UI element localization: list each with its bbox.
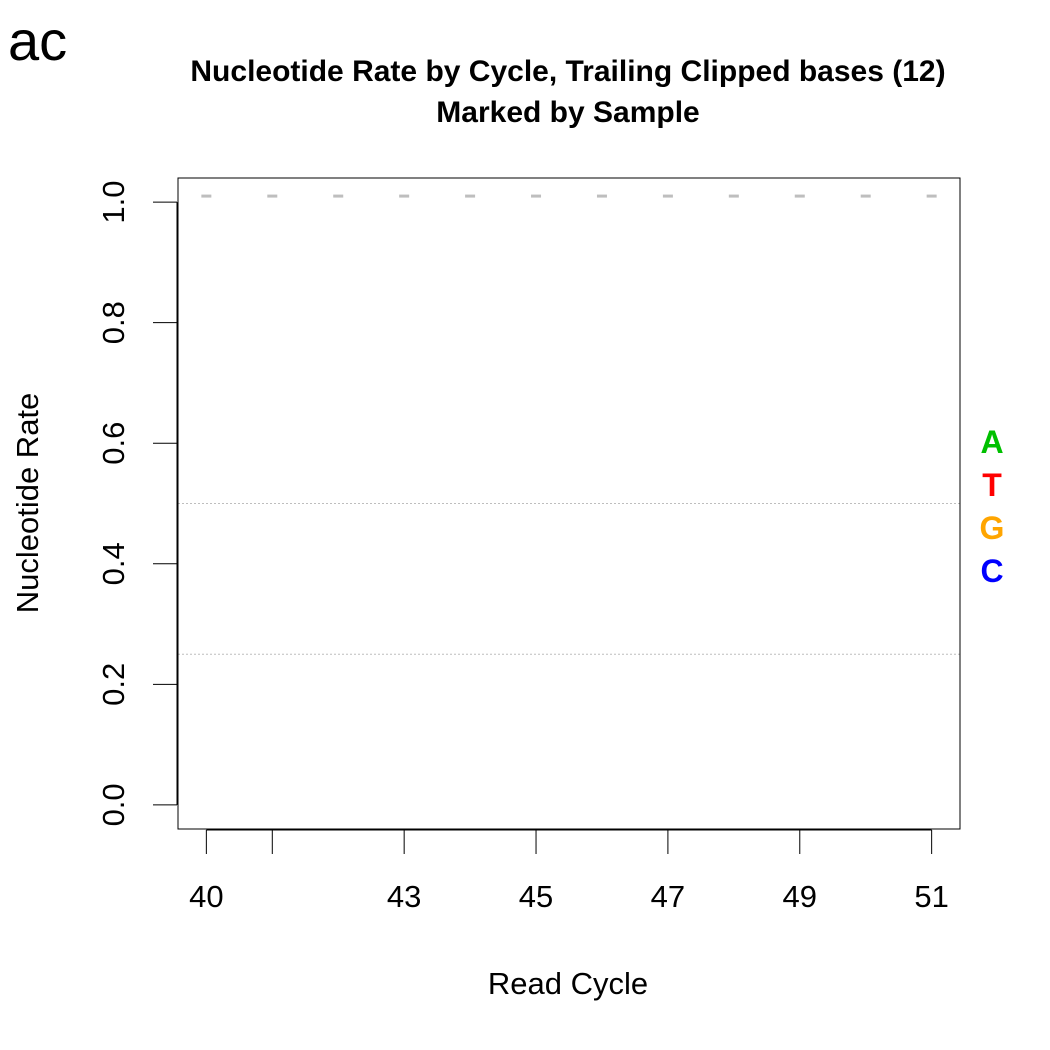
y-axis: 0.0 0.2 0.4 0.6 0.8 1.0 xyxy=(96,181,178,826)
y-tick-label-1: 0.2 xyxy=(96,663,131,706)
x-tick-label-5: 49 xyxy=(783,879,817,914)
reference-lines xyxy=(178,503,960,655)
legend-entry-C: C xyxy=(980,553,1003,589)
y-axis-label: Nucleotide Rate xyxy=(10,393,45,614)
panel-tag: ac xyxy=(8,9,67,72)
chart-title: Nucleotide Rate by Cycle, Trailing Clipp… xyxy=(190,55,945,88)
legend-entry-A: A xyxy=(980,424,1003,460)
x-tick-label-2: 43 xyxy=(387,879,421,914)
x-tick-label-3: 45 xyxy=(519,879,553,914)
x-tick-label-0: 40 xyxy=(189,879,223,914)
legend-entry-T: T xyxy=(982,467,1002,503)
y-tick-label-4: 0.8 xyxy=(96,301,131,344)
y-tick-label-5: 1.0 xyxy=(96,181,131,224)
x-axis: 40 43 45 47 49 51 xyxy=(189,829,949,914)
legend-entry-G: G xyxy=(980,510,1005,546)
chart-subtitle: Marked by Sample xyxy=(436,96,699,129)
y-tick-label-0: 0.0 xyxy=(96,783,131,826)
x-tick-label-4: 47 xyxy=(651,879,685,914)
y-tick-label-2: 0.4 xyxy=(96,542,131,585)
plot-frame xyxy=(177,177,961,830)
y-tick-label-3: 0.6 xyxy=(96,422,131,465)
x-tick-label-6: 51 xyxy=(914,879,948,914)
x-axis-label: Read Cycle xyxy=(488,966,648,1001)
